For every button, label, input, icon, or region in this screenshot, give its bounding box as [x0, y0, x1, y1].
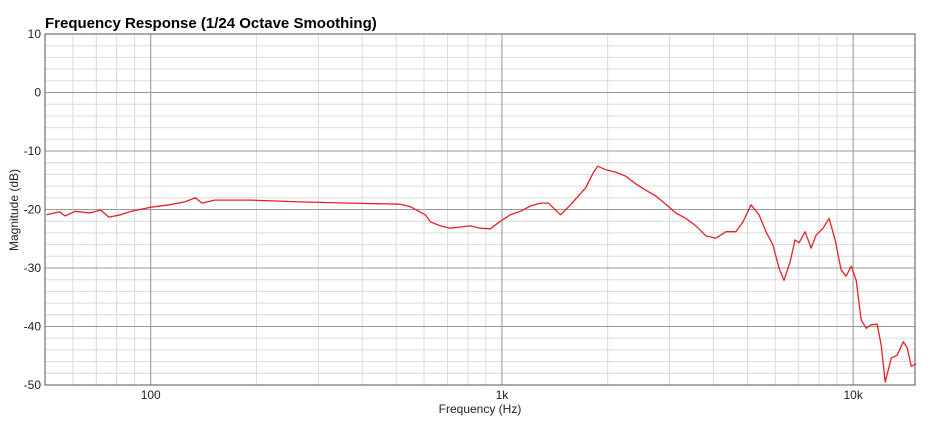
y-tick-label: -30 [24, 261, 42, 275]
x-axis-label: Frequency (Hz) [439, 402, 522, 416]
plot-border [44, 33, 916, 386]
x-tick-label: 100 [141, 388, 161, 402]
y-tick-label: -40 [24, 320, 42, 334]
x-tick-label: 10k [843, 388, 863, 402]
chart-title: Frequency Response (1/24 Octave Smoothin… [45, 15, 377, 32]
y-axis-label: Magnitude (dB) [7, 169, 21, 251]
data-line [46, 165, 917, 383]
y-tick-label: -10 [24, 144, 42, 158]
y-tick-label: 10 [28, 27, 42, 41]
y-tick-label: -50 [24, 378, 42, 392]
y-tick-label: -20 [24, 203, 42, 217]
x-tick-label: 1k [496, 388, 510, 402]
y-tick-label: 0 [34, 86, 41, 100]
